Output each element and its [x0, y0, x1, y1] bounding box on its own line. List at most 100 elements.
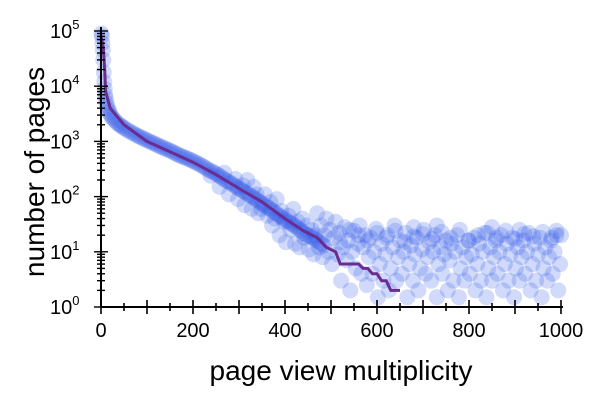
scatter-point [480, 260, 497, 277]
scatter-point [461, 265, 478, 282]
scatter-point [445, 272, 462, 289]
scatter-point [386, 217, 403, 234]
scatter-point [451, 221, 468, 238]
scatter-point [507, 260, 524, 277]
scatter-point [287, 235, 304, 252]
scatter-point [432, 239, 449, 256]
scatter-point [484, 219, 500, 236]
scatter-point [390, 249, 407, 266]
scatter-point [396, 234, 413, 251]
scatter-point [401, 256, 418, 273]
scatter-point [351, 217, 368, 234]
scatter-point [245, 178, 262, 195]
scatter-point [309, 205, 326, 222]
scatter-point [341, 221, 358, 238]
scatter-point [469, 256, 486, 273]
scatter-point [544, 265, 561, 282]
scatter-point [436, 246, 453, 263]
scatter-point [417, 265, 434, 282]
scatter-point [362, 229, 379, 246]
scatter-point [525, 228, 542, 245]
scatter-point [377, 246, 394, 263]
scatter-point [460, 232, 477, 249]
scatter-point [312, 217, 329, 234]
scatter-point [342, 282, 359, 299]
scatter-point [485, 249, 502, 266]
scatter-point [531, 229, 548, 246]
median-line [99, 36, 400, 292]
scatter-point [516, 226, 533, 243]
x-tick-label: 600 [360, 320, 393, 342]
scatter-point [384, 239, 401, 256]
scatter-point [340, 232, 357, 249]
scatter-point [397, 224, 414, 241]
scatter-point [336, 219, 353, 236]
scatter-point [230, 191, 247, 208]
scatter-point [454, 239, 471, 256]
scatter-point [380, 282, 397, 299]
scatter-point [470, 227, 487, 244]
x-tick-label: 400 [268, 320, 301, 342]
scatter-point [405, 219, 422, 236]
scatter-point [528, 272, 545, 289]
scatter-point [405, 228, 422, 245]
scatter-point [371, 256, 388, 273]
x-tick-label: 0 [95, 320, 106, 342]
scatter-point [546, 243, 563, 260]
scatter-point [535, 260, 552, 277]
scatter-point [484, 272, 500, 289]
scatter-point [412, 260, 429, 277]
scatter-point [256, 186, 273, 203]
scatter-point [250, 205, 267, 222]
scatter-point [533, 289, 550, 306]
scatter-point [239, 171, 256, 188]
scatter-series [93, 25, 569, 306]
scatter-point [424, 231, 441, 248]
scatter-point [357, 227, 374, 244]
scatter-point [507, 231, 523, 248]
scatter-point [114, 118, 131, 135]
scatter-point [276, 213, 293, 230]
scatter-point [368, 220, 385, 237]
scatter-point [346, 222, 362, 239]
scatter-point [404, 272, 421, 289]
scatter-point [471, 235, 488, 252]
scatter-point [542, 232, 559, 249]
scatter-point [487, 232, 504, 249]
scatter-point [320, 243, 337, 260]
scatter-point [331, 224, 348, 241]
scatter-point [349, 235, 366, 252]
scatter-point [268, 191, 285, 208]
scatter-point [463, 246, 480, 263]
scatter-point [248, 186, 265, 203]
scatter-point [378, 229, 395, 246]
scatter-point [441, 252, 458, 269]
scatter-point [482, 239, 499, 256]
scatter-point [495, 282, 512, 299]
scatter-point [118, 121, 135, 138]
scatter-point [318, 210, 335, 227]
scatter-point [428, 217, 445, 234]
scatter-point [552, 256, 569, 273]
scatter-point [449, 227, 466, 244]
scatter-point [496, 256, 513, 273]
scatter-point [479, 224, 496, 241]
scatter-point [285, 200, 302, 217]
scatter-point [548, 222, 565, 239]
scatter-point [300, 241, 317, 258]
scatter-point [291, 239, 308, 256]
scatter-point [112, 117, 129, 134]
scatter-point [465, 229, 482, 246]
scatter-point [498, 235, 515, 252]
scatter-point [553, 227, 569, 244]
scatter-point [264, 217, 281, 234]
scatter-point [277, 234, 294, 251]
scatter-point [500, 272, 517, 289]
y-tick-label: 102 [50, 183, 79, 209]
scatter-point [550, 282, 567, 299]
scatter-point [433, 223, 450, 240]
scatter-point [541, 249, 558, 266]
scatter-point [273, 202, 290, 219]
scatter-point [421, 234, 438, 251]
